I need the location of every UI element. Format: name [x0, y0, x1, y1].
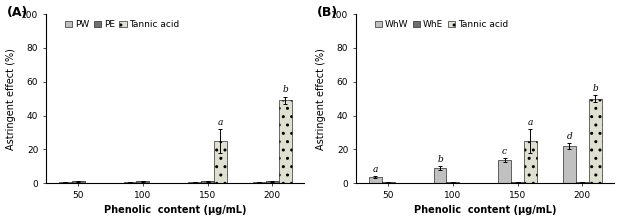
Bar	[369, 177, 382, 183]
Bar	[382, 182, 395, 183]
Bar	[511, 182, 524, 183]
X-axis label: Phenolic  content (μg/mL): Phenolic content (μg/mL)	[104, 206, 247, 215]
Text: b: b	[592, 84, 598, 93]
Bar	[576, 182, 588, 183]
Bar	[498, 160, 511, 183]
Bar	[446, 182, 459, 183]
Text: d: d	[566, 132, 572, 141]
Text: b: b	[282, 86, 288, 94]
Text: a: a	[528, 118, 533, 127]
Text: a: a	[373, 165, 378, 174]
Legend: PW, PE, Tannic acid: PW, PE, Tannic acid	[63, 19, 182, 31]
Text: a: a	[218, 118, 223, 127]
Bar	[201, 181, 214, 183]
Bar	[266, 181, 278, 183]
Text: b: b	[437, 155, 443, 164]
Bar	[214, 141, 227, 183]
Legend: WhW, WhE, Tannic acid: WhW, WhE, Tannic acid	[373, 19, 510, 31]
Text: (B): (B)	[317, 6, 339, 19]
Y-axis label: Astringent effect (%): Astringent effect (%)	[316, 48, 326, 150]
Text: (A): (A)	[7, 6, 29, 19]
Bar	[524, 141, 537, 183]
Bar	[136, 181, 149, 183]
Bar	[59, 182, 72, 183]
Bar	[278, 100, 291, 183]
Bar	[588, 99, 601, 183]
Bar	[188, 182, 201, 183]
Text: c: c	[502, 147, 507, 156]
Bar	[433, 168, 446, 183]
Bar	[253, 182, 266, 183]
Y-axis label: Astringent effect (%): Astringent effect (%)	[6, 48, 16, 150]
X-axis label: Phenolic  content (μg/mL): Phenolic content (μg/mL)	[414, 206, 557, 215]
Bar	[72, 181, 85, 183]
Bar	[123, 182, 136, 183]
Bar	[563, 146, 576, 183]
